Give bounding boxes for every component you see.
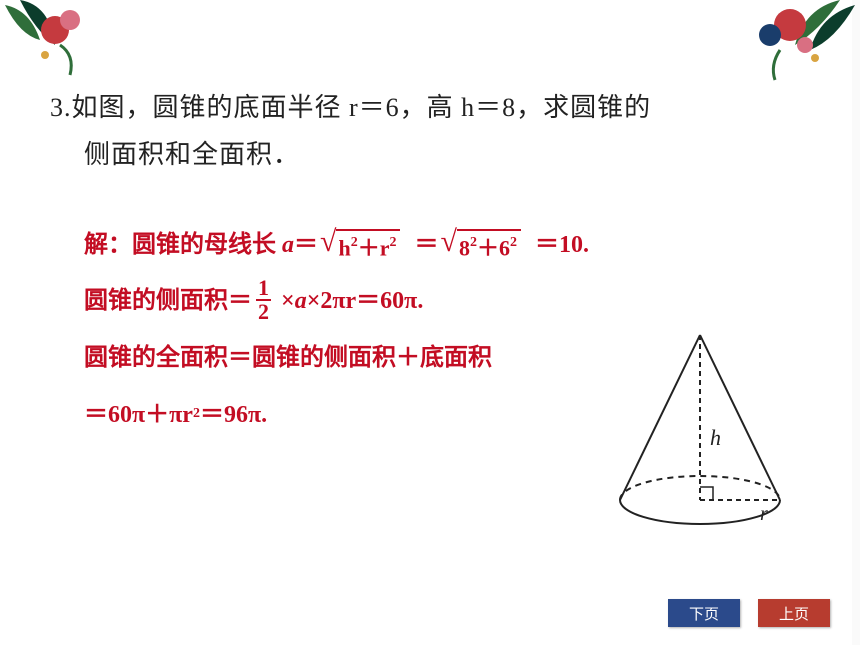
eq2: ＝ [414,219,438,272]
prev-page-button[interactable]: 上页 [758,599,830,627]
question-line1: 如图，圆锥的底面半径 r＝6，高 h＝8，求圆锥的 [72,93,652,122]
decoration-top-right [710,0,860,90]
sol1-prefix: 解：圆锥的母线长 [84,219,282,272]
sol2-prefix: 圆锥的侧面积＝ [84,275,252,328]
cone-diagram: h r [600,325,800,545]
lateral-result: 60π. [380,275,423,328]
slant-symbol: a [282,219,294,272]
h-label: h [710,425,721,450]
total-result: 96π. [224,389,267,442]
question-block: 3.如图，圆锥的底面半径 r＝6，高 h＝8，求圆锥的 侧面积和全面积． [50,85,810,179]
sqrt-expression-2: √ 82＋62 [440,229,520,261]
fraction-half: 1 2 [256,277,271,323]
next-page-button[interactable]: 下页 [668,599,740,627]
question-line2: 侧面积和全面积． [84,132,810,179]
solution-line-2: 圆锥的侧面积＝ 1 2 ×a×2πr＝ 60π. [84,275,810,328]
eq3: ＝ [535,219,559,272]
sqrt-expression-1: √ h2＋r2 [320,229,400,261]
scrollbar-region[interactable] [852,0,860,645]
r-label: r [760,503,768,525]
slant-result: 10. [559,219,589,272]
decoration-top-left [0,0,120,90]
question-number: 3. [50,93,72,122]
eq1: ＝ [294,219,318,272]
solution-line-1: 解：圆锥的母线长 a ＝ √ h2＋r2 ＝ √ 82＋62 ＝ 10. [84,219,810,272]
nav-buttons: 下页 上页 [668,599,830,627]
